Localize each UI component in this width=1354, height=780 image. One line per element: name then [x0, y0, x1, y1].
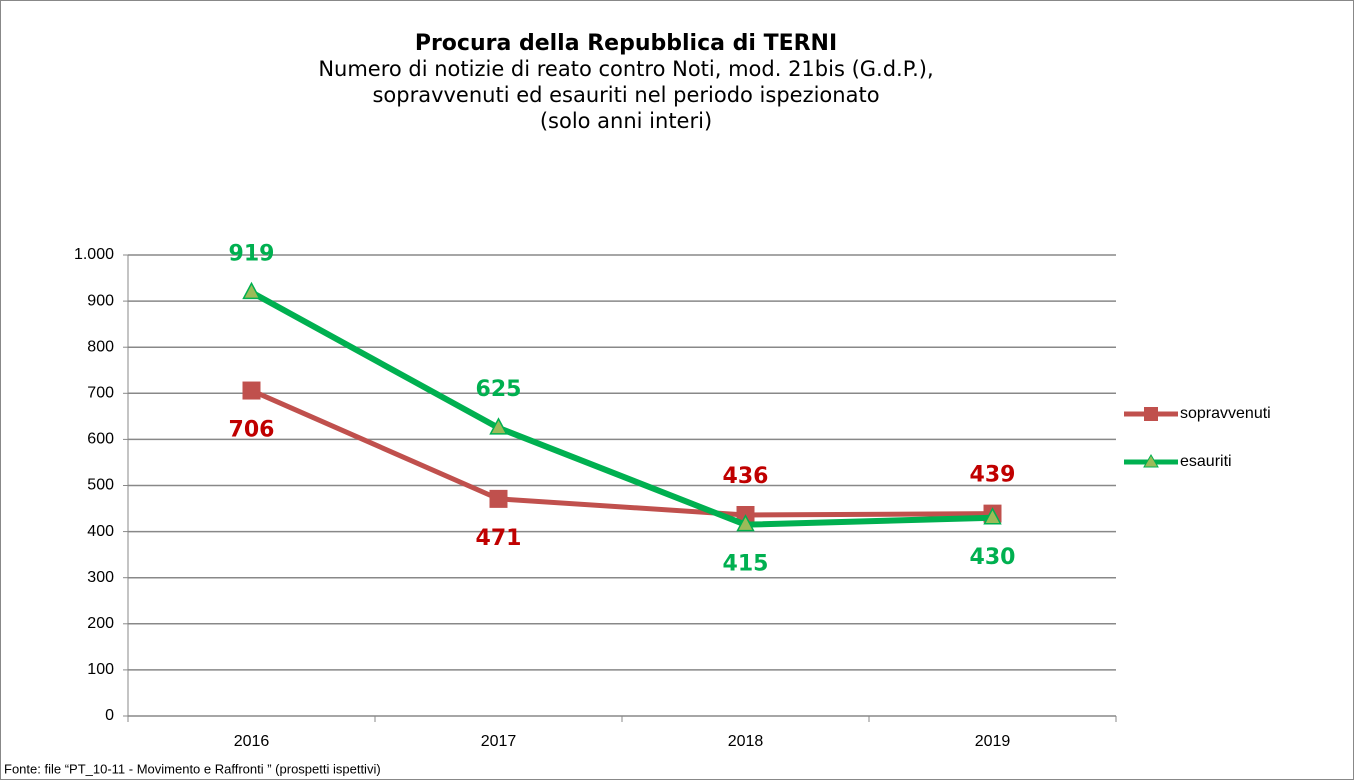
y-tick-label: 1.000: [74, 246, 114, 263]
data-label: 919: [229, 241, 275, 266]
chart-subtitle: Numero di notizie di reato contro Noti, …: [318, 57, 933, 81]
y-tick-label: 700: [87, 385, 114, 402]
data-label: 439: [970, 463, 1016, 488]
data-label: 625: [476, 377, 522, 402]
series-line: [250, 388, 993, 518]
x-tick-label: 2018: [728, 733, 764, 750]
marker: [736, 514, 755, 532]
y-tick-label: 300: [87, 569, 114, 586]
data-label: 415: [723, 552, 769, 577]
x-tick-label: 2019: [975, 733, 1011, 750]
data-label: 471: [476, 526, 522, 551]
y-tick-label: 900: [87, 292, 114, 309]
marker: [983, 507, 1002, 525]
source-note: Fonte: file “PT_10-11 - Movimento e Raff…: [4, 761, 381, 776]
marker: [489, 417, 508, 435]
series-line: [250, 289, 993, 528]
legend-marker: [1143, 454, 1159, 468]
data-label: 706: [229, 418, 275, 443]
data-label: 430: [970, 545, 1016, 570]
y-tick-label: 400: [87, 523, 114, 540]
data-label: 436: [723, 464, 769, 489]
x-tick-label: 2017: [481, 733, 517, 750]
y-tick-label: 100: [87, 661, 114, 678]
y-tick-label: 500: [87, 477, 114, 494]
chart-title: Procura della Repubblica di TERNI: [415, 31, 837, 56]
legend-label: esauriti: [1180, 453, 1232, 470]
legend-label: sopravvenuti: [1180, 405, 1271, 422]
chart-subtitle: (solo anni interi): [540, 109, 712, 133]
y-tick-label: 200: [87, 615, 114, 632]
y-tick-label: 800: [87, 338, 114, 355]
marker: [489, 489, 508, 508]
y-tick-label: 0: [105, 707, 114, 724]
x-tick-label: 2016: [234, 733, 270, 750]
marker: [242, 281, 261, 300]
chart-subtitle: sopravvenuti ed esauriti nel periodo isp…: [372, 83, 879, 107]
legend-marker: [1144, 407, 1158, 421]
marker: [242, 381, 261, 400]
y-tick-label: 600: [87, 431, 114, 448]
